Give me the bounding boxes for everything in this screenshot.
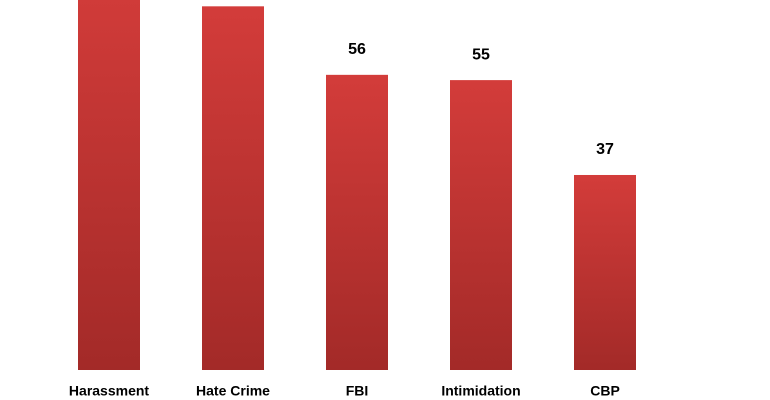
bar xyxy=(574,174,636,370)
x-tick-label: Harassment xyxy=(69,383,149,399)
x-tick-label: Hate Crime xyxy=(196,383,270,399)
value-label: 55 xyxy=(472,46,490,63)
x-tick-label: CBP xyxy=(590,383,620,399)
bar xyxy=(202,6,264,370)
bar xyxy=(450,80,512,371)
bar xyxy=(78,0,140,370)
x-tick-label: FBI xyxy=(346,383,369,399)
x-tick-label: Intimidation xyxy=(441,383,520,399)
value-label: 37 xyxy=(596,141,614,158)
bar xyxy=(326,74,388,370)
value-label: 56 xyxy=(348,41,366,58)
